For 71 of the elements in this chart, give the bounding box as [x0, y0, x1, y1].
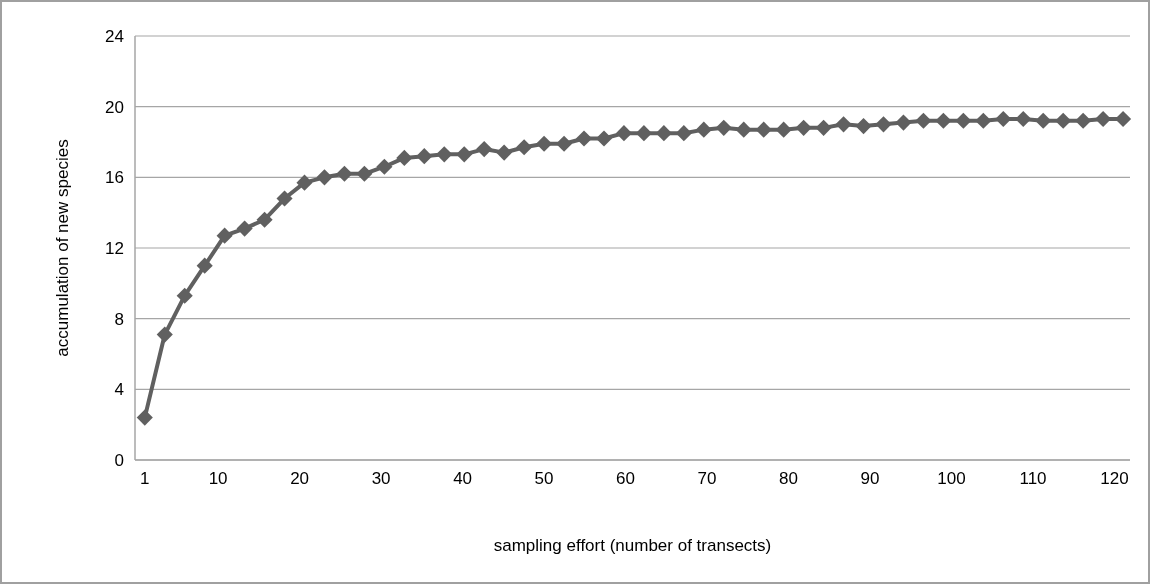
point: [1035, 112, 1052, 129]
point: [1115, 110, 1132, 128]
point: [575, 130, 593, 147]
point: [975, 112, 992, 129]
x-tick-label: 20: [290, 469, 310, 488]
point: [416, 148, 433, 165]
x-tick-label: 10: [208, 469, 228, 488]
x-axis-title: sampling effort (number of transects): [493, 536, 772, 555]
point: [935, 112, 952, 129]
point: [1055, 112, 1072, 129]
y-tick-label: 0: [114, 450, 124, 470]
y-axis-title: accumulation of new species: [53, 139, 72, 357]
point: [835, 116, 852, 133]
x-tick-label: 80: [779, 469, 799, 488]
x-tick-label: 110: [1019, 469, 1047, 488]
point: [156, 326, 173, 343]
x-tick-label: 90: [860, 469, 880, 488]
point: [136, 409, 153, 426]
point: [176, 287, 193, 304]
point: [715, 119, 732, 136]
point: [496, 144, 513, 161]
point: [1075, 112, 1092, 129]
point: [516, 139, 533, 156]
y-tick-label: 12: [105, 238, 124, 258]
y-tick-label: 20: [105, 97, 124, 117]
point: [536, 135, 553, 152]
point: [675, 125, 692, 142]
point: [276, 190, 293, 207]
point: [376, 158, 393, 175]
point: [555, 135, 573, 152]
point: [316, 169, 333, 186]
y-tick-label: 16: [105, 168, 124, 188]
x-tick-label: 1: [140, 469, 150, 488]
y-tick-label: 8: [114, 309, 124, 329]
point: [915, 112, 932, 129]
x-tick-label: 70: [697, 469, 717, 488]
point: [216, 227, 233, 244]
point: [436, 146, 453, 163]
point: [895, 114, 912, 131]
point: [875, 116, 892, 133]
point: [196, 257, 213, 274]
point: [296, 174, 313, 191]
point: [1015, 110, 1032, 128]
x-tick-label: 120: [1100, 469, 1129, 488]
point: [735, 121, 752, 138]
point: [615, 125, 633, 142]
point: [995, 110, 1012, 128]
point: [595, 130, 613, 147]
point: [955, 112, 972, 129]
point: [476, 141, 493, 158]
point: [655, 125, 672, 142]
point: [396, 149, 413, 166]
point: [456, 146, 473, 163]
x-tick-label: 50: [534, 469, 554, 488]
x-tick-label: 30: [371, 469, 391, 488]
point: [775, 121, 792, 138]
point: [635, 125, 652, 142]
point: [356, 165, 373, 182]
x-tick-label: 60: [616, 469, 636, 488]
point: [256, 211, 273, 228]
x-tick-label: 40: [453, 469, 473, 488]
point: [695, 121, 712, 138]
point: [336, 165, 353, 182]
y-tick-label: 24: [105, 26, 124, 46]
point: [755, 121, 772, 138]
point: [815, 119, 832, 136]
point: [795, 119, 812, 136]
point: [236, 220, 253, 237]
x-tick-label: 100: [937, 469, 966, 488]
point: [855, 118, 872, 135]
y-tick-label: 4: [114, 380, 124, 400]
